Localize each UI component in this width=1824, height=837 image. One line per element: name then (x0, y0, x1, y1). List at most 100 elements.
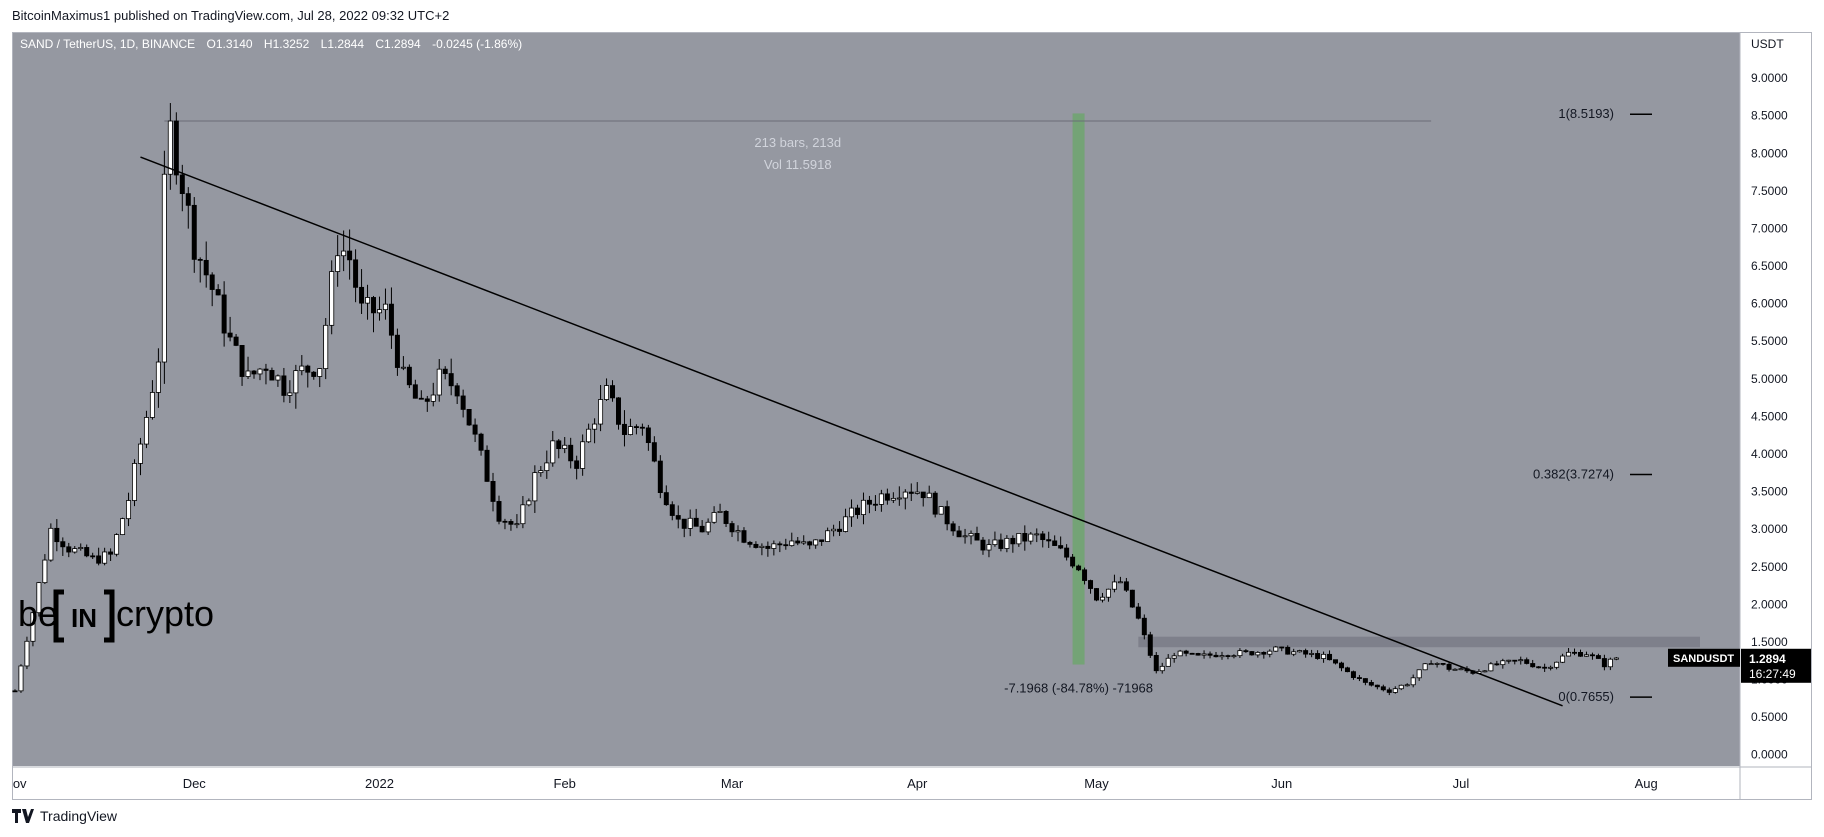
candle-body (920, 491, 926, 499)
candle (1380, 684, 1386, 692)
candle (233, 334, 239, 347)
candle (568, 437, 574, 469)
candle (341, 230, 347, 272)
candle (944, 500, 950, 531)
candle-body (616, 397, 621, 425)
candle (78, 543, 84, 551)
candle (956, 525, 962, 538)
candle (831, 524, 837, 537)
candle-body (1273, 646, 1279, 652)
candle (72, 546, 78, 554)
candle-body (1070, 556, 1076, 567)
candle-body (1105, 588, 1111, 598)
price-tick-label: 4.0000 (1751, 447, 1788, 461)
price-tick-label: 6.5000 (1751, 259, 1788, 273)
last-price-ticker: SANDUSDT (1673, 653, 1734, 665)
candle (317, 368, 323, 388)
candle-body (693, 517, 699, 527)
candle-body (341, 250, 347, 257)
candle (592, 418, 598, 444)
candle (693, 508, 699, 527)
fib-levels: 1(8.5193) 0.382(3.7274) 0(0.7655) (1533, 106, 1652, 704)
candle-body (759, 545, 765, 548)
candle-body (598, 399, 604, 425)
candle-body (968, 533, 974, 537)
candle-body (520, 504, 526, 525)
candle-body (1034, 533, 1040, 536)
candle-body (1309, 653, 1315, 655)
currency-label: USDT (1751, 37, 1784, 51)
candle (962, 528, 968, 544)
candle (36, 582, 42, 617)
candle (526, 498, 532, 507)
candle-body (950, 523, 956, 532)
candle (12, 689, 18, 693)
candle-body (287, 392, 293, 396)
candle-body (257, 368, 263, 375)
candle-body (1237, 650, 1243, 657)
candle (1404, 683, 1410, 687)
candle (1536, 665, 1542, 669)
candle-body (54, 527, 60, 543)
candle (1213, 651, 1219, 658)
candle-body (72, 548, 78, 553)
price-tick-label: 9.0000 (1751, 71, 1788, 85)
candle-body (1321, 653, 1327, 659)
candle (1338, 661, 1344, 672)
candle (604, 378, 610, 401)
candle-body (269, 370, 275, 381)
candle-body (902, 491, 908, 499)
candle (1010, 535, 1016, 553)
candle (1153, 652, 1159, 674)
candle (1267, 649, 1273, 658)
time-tick-label: Nov (12, 776, 27, 791)
time-axis-area[interactable] (13, 767, 1740, 799)
candle (837, 521, 843, 536)
candle-body (275, 375, 281, 381)
candle-body (1440, 663, 1446, 665)
candle (777, 541, 783, 553)
candle (1494, 660, 1500, 666)
price-tick-label: 0.0000 (1751, 748, 1788, 762)
last-price-marker: SANDUSDT 1.2894 16:27:49 (1668, 648, 1811, 683)
candle (1416, 669, 1422, 681)
candle (382, 288, 388, 320)
candle-body (837, 528, 843, 532)
candle (771, 540, 777, 556)
candle-body (209, 274, 215, 290)
candle (1285, 645, 1291, 655)
price-axis-area[interactable] (1741, 33, 1811, 766)
price-chart[interactable]: 1(8.5193) 0.382(3.7274) 0(0.7655) 0.0000 0.… (12, 32, 1812, 800)
price-tick-label: 3.5000 (1751, 485, 1788, 499)
candle-body (1171, 655, 1177, 659)
candle-body (639, 426, 645, 429)
candle-body (1380, 686, 1386, 691)
candle (281, 367, 287, 403)
candle-body (592, 423, 598, 430)
candle (1297, 649, 1303, 653)
plot-area[interactable] (13, 33, 1740, 766)
candle (753, 541, 759, 549)
candle (209, 272, 215, 307)
candle (263, 363, 269, 385)
candle-body (1177, 650, 1183, 657)
candle (1022, 525, 1028, 551)
candle-body (1548, 666, 1554, 669)
candle-body (992, 539, 998, 546)
candle-body (1333, 659, 1339, 664)
candle (639, 423, 645, 436)
price-tick-label: 5.5000 (1751, 334, 1788, 348)
candle (1094, 588, 1099, 602)
candle (54, 519, 60, 552)
candle-body (359, 286, 365, 304)
candle (580, 434, 586, 476)
last-price-label-bg (1741, 648, 1811, 683)
candle (185, 187, 191, 229)
price-tick-label: 5.0000 (1751, 372, 1788, 386)
candle-body (729, 523, 735, 533)
candle (323, 318, 329, 380)
footer: TradingView (12, 808, 117, 824)
candle-body (1297, 650, 1303, 653)
candle (478, 432, 484, 456)
candle (1040, 531, 1046, 548)
